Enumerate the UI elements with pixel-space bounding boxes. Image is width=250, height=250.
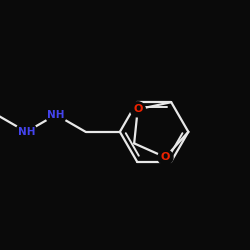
Circle shape — [158, 150, 173, 165]
Text: O: O — [133, 104, 142, 114]
Circle shape — [16, 122, 36, 142]
Text: NH: NH — [47, 110, 65, 120]
Text: NH: NH — [18, 127, 35, 137]
Circle shape — [46, 104, 66, 125]
Circle shape — [130, 102, 145, 117]
Text: O: O — [161, 152, 170, 162]
